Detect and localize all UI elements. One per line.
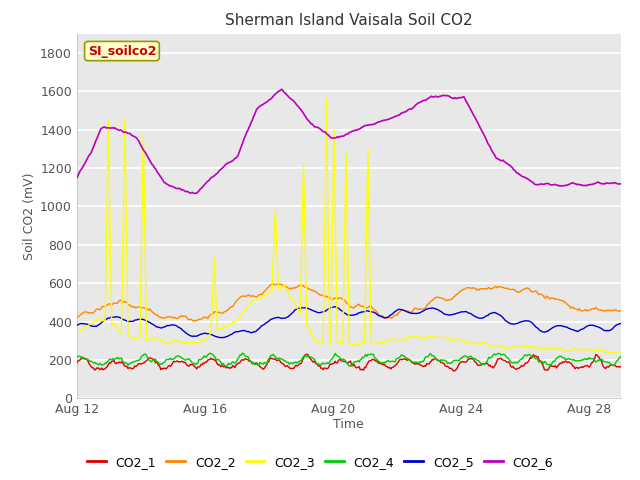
- Legend: CO2_1, CO2_2, CO2_3, CO2_4, CO2_5, CO2_6: CO2_1, CO2_2, CO2_3, CO2_4, CO2_5, CO2_6: [82, 451, 558, 474]
- Title: Sherman Island Vaisala Soil CO2: Sherman Island Vaisala Soil CO2: [225, 13, 472, 28]
- Y-axis label: Soil CO2 (mV): Soil CO2 (mV): [23, 172, 36, 260]
- Text: SI_soilco2: SI_soilco2: [88, 45, 156, 58]
- X-axis label: Time: Time: [333, 418, 364, 431]
